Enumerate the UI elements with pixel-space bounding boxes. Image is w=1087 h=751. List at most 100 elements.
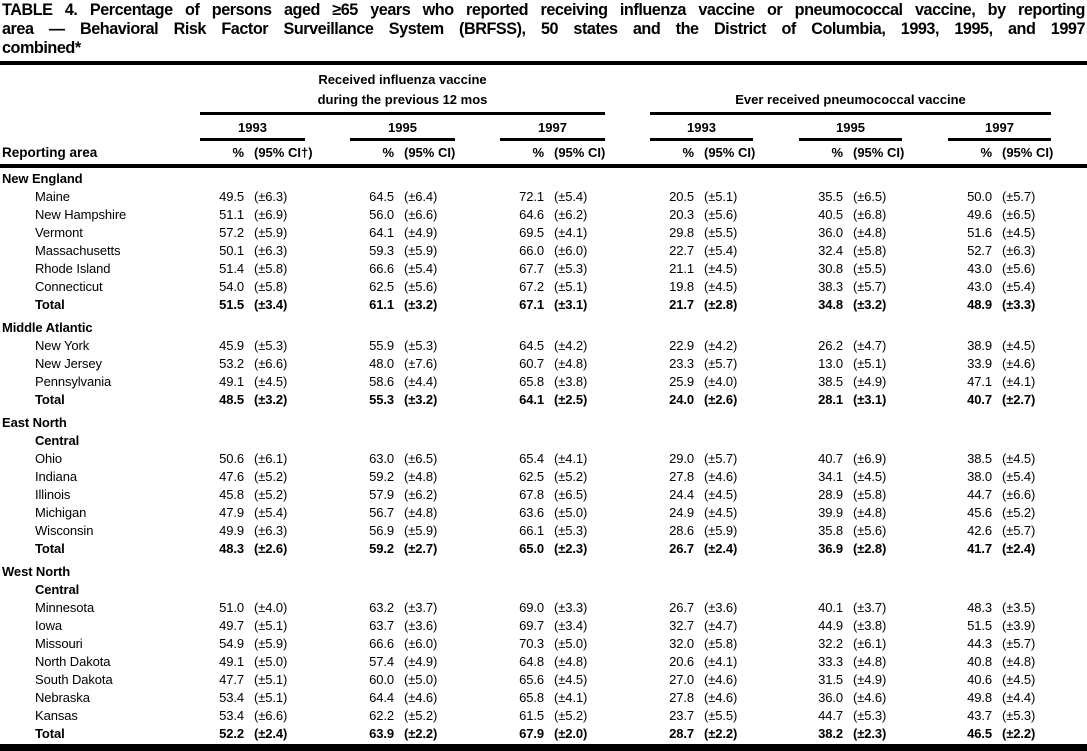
pct-value: 58.6 [369,374,394,389]
ci-value: (±5.5) [853,261,887,276]
ci-value: (±5.6) [404,279,438,294]
pct-value: 34.8 [818,297,843,312]
ci-value: (±4.2) [554,338,588,353]
ci-value: (±2.6) [254,541,288,556]
pct-value: 38.3 [818,279,843,294]
pct-value: 31.5 [818,672,843,687]
pct-value: 54.0 [219,279,244,294]
ci-value: (±4.5) [704,505,738,520]
ci-value: (±4.1) [554,451,588,466]
reporting-area-cell: New Hampshire [35,207,127,222]
ci-value: (±5.4) [1002,279,1036,294]
year-cell: 59.2 (±2.7) [350,540,455,558]
year-cell: 69.0 (±3.3) [500,599,605,617]
year-cell: 49.7 (±5.1) [200,617,305,635]
year-cell: 28.9 (±5.8) [799,486,902,504]
year-cell: 50.6 (±6.1) [200,450,305,468]
ci-value: (±3.4) [254,297,288,312]
year-cell: 62.2 (±5.2) [350,707,455,725]
pct-value: 48.3 [219,541,244,556]
ci-value: (±4.1) [554,225,588,240]
ci-value: (±2.2) [1002,726,1036,741]
ci-value: (±7.6) [404,356,438,371]
pct-value: 24.9 [669,505,694,520]
ci-value: (±6.5) [853,189,887,204]
year-cell: 67.7 (±5.3) [500,260,605,278]
ci-value: (±2.8) [853,541,887,556]
pct-value: 46.5 [967,726,992,741]
bottom-rule [0,744,1087,751]
ci-value: (±4.2) [704,338,738,353]
pct-value: 57.4 [369,654,394,669]
pct-value: 53.2 [219,356,244,371]
header-rule [0,164,1087,168]
ci-value: (±5.9) [254,636,288,651]
year-cell: 64.6 (±6.2) [500,206,605,224]
ci-value: (±4.4) [404,374,438,389]
ci-value: (±5.0) [254,654,288,669]
pct-value: 49.8 [967,690,992,705]
pct-value: 66.0 [519,243,544,258]
ci-value: (±2.6) [704,392,738,407]
year-cell: 23.7 (±5.5) [650,707,753,725]
year-cell: 41.7 (±2.4) [948,540,1051,558]
ci-value: (±5.2) [254,487,288,502]
ci-value: (±3.8) [853,618,887,633]
year-cell: 72.1 (±5.4) [500,188,605,206]
ci-value: (±3.3) [1002,297,1036,312]
pct-value: 38.5 [818,374,843,389]
pct-value: 55.9 [369,338,394,353]
year-cell: 66.1 (±5.3) [500,522,605,540]
pct-value: 33.9 [967,356,992,371]
reporting-area-cell: North Dakota [35,654,111,669]
ci-value: (±3.1) [853,392,887,407]
ci-value: (±4.5) [1002,225,1036,240]
year-cell: 61.5 (±5.2) [500,707,605,725]
ci-value: (±6.5) [404,451,438,466]
reporting-area-cell: Kansas [35,708,78,723]
reporting-area-cell: South Dakota [35,672,113,687]
ci-value: (±3.6) [404,618,438,633]
pct-value: 28.1 [818,392,843,407]
year-cell: 51.5 (±3.9) [948,617,1051,635]
pct-value: 64.5 [519,338,544,353]
pct-value: 40.5 [818,207,843,222]
year-cell: 47.9 (±5.4) [200,504,305,522]
subheader-1997: % (95% CI) [500,145,605,161]
pct-value: 20.3 [669,207,694,222]
ci-value: (±5.3) [404,338,438,353]
pct-value: 64.1 [519,392,544,407]
year-cell: 38.0 (±5.4) [948,468,1051,486]
year-cell: 44.9 (±3.8) [799,617,902,635]
ci-value: (±4.4) [1002,690,1036,705]
table-row: Vermont 57.2 (±5.9) 64.1 (±4.9) 69.5 (±4.1) 29.… [0,224,1087,242]
ci-value: (±5.8) [254,279,288,294]
pct-value: 65.8 [519,374,544,389]
year-cell: 28.6 (±5.9) [650,522,753,540]
pct-value: 44.9 [818,618,843,633]
pct-value: 45.8 [219,487,244,502]
table-row: Missouri 54.9 (±5.9) 66.6 (±6.0) 70.3 (±5.0) 32… [0,635,1087,653]
year-cell: 38.5 (±4.9) [799,373,902,391]
pct-value: 59.2 [369,541,394,556]
year-cell: 48.5 (±3.2) [200,391,305,409]
pct-value: 35.8 [818,523,843,538]
reporting-area-cell: Massachusetts [35,243,121,258]
pneumococcal-subheaders: % (95% CI) % (95% CI) % (95% CI) [650,145,1053,161]
ci-value: (±6.6) [1002,487,1036,502]
ci-value: (±3.2) [404,392,438,407]
pct-value: 19.8 [669,279,694,294]
year-cell: 48.3 (±2.6) [200,540,305,558]
ci-value: (±5.0) [404,672,438,687]
table-row: New Jersey 53.2 (±6.6) 48.0 (±7.6) 60.7 (±4.8)… [0,355,1087,373]
ci-value: (±4.8) [404,469,438,484]
influenza-group-title-line1: Received influenza vaccine [318,72,487,87]
ci-value: (±5.4) [704,243,738,258]
year-cell: 40.1 (±3.7) [799,599,902,617]
ci-value: (±5.3) [853,708,887,723]
pct-value: 42.6 [967,523,992,538]
section-heading-row: Central [0,432,1087,450]
pct-value: 62.5 [369,279,394,294]
year-cell: 43.7 (±5.3) [948,707,1051,725]
pct-value: 40.1 [818,600,843,615]
